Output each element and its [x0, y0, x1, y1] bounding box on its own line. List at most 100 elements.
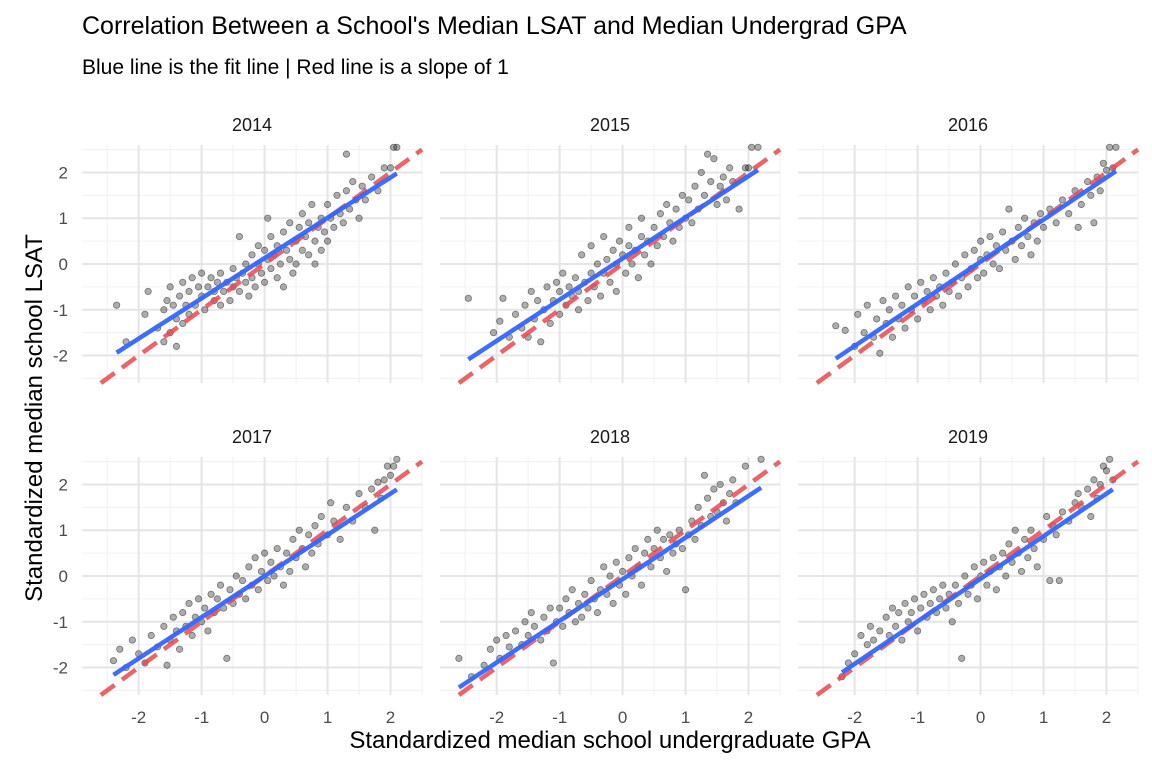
scatter-point	[637, 232, 646, 241]
scatter-point	[634, 274, 642, 282]
scatter-point	[669, 237, 677, 245]
scatter-point	[685, 196, 693, 204]
scatter-point	[1005, 540, 1013, 548]
scatter-point	[188, 274, 196, 282]
scatter-point	[279, 228, 288, 236]
scatter-point	[521, 301, 529, 309]
scatter-point	[841, 326, 849, 334]
scatter-point	[1052, 531, 1060, 539]
scatter-point	[289, 269, 297, 277]
scatter-point	[342, 150, 351, 158]
grid	[82, 145, 423, 383]
scatter-point	[540, 613, 548, 621]
scatter-point	[390, 143, 398, 151]
scatter-point	[194, 283, 203, 291]
scatter-point	[1002, 572, 1010, 580]
scatter-point	[172, 342, 181, 350]
scatter-point	[869, 636, 878, 644]
scatter-point	[578, 613, 586, 621]
y-tick-label: 1	[59, 209, 68, 228]
scatter-point	[333, 191, 341, 199]
grid	[82, 457, 423, 695]
scatter-point	[650, 223, 658, 231]
scatter-point	[920, 590, 928, 598]
scatter-point	[1033, 563, 1041, 571]
scatter-point	[185, 599, 193, 608]
scatter-point	[587, 576, 595, 585]
scatter-point	[961, 251, 969, 259]
scatter-point	[546, 319, 554, 328]
scatter-point	[141, 310, 149, 318]
scatter-point	[493, 636, 501, 644]
scatter-point	[754, 143, 762, 151]
scatter-point	[891, 622, 900, 630]
scatter-point	[863, 641, 871, 649]
scatter-point	[700, 191, 709, 199]
scatter-point	[358, 182, 366, 190]
scatter-point	[719, 173, 727, 181]
scatter-point	[207, 274, 215, 282]
scatter-point	[1024, 232, 1032, 241]
scatter-point	[1011, 526, 1019, 534]
fit-line	[457, 485, 763, 690]
scatter-point	[380, 164, 388, 172]
scatter-point	[549, 659, 557, 667]
scatter-point	[260, 549, 269, 557]
scatter-point	[584, 297, 592, 305]
scatter-point	[254, 242, 262, 250]
scatter-point	[179, 609, 187, 617]
scatter-point	[194, 595, 203, 603]
scatter-point	[703, 494, 712, 502]
scatter-point	[220, 287, 228, 296]
scatter-point	[954, 599, 963, 608]
scatter-point	[305, 251, 313, 259]
scatter-point	[628, 260, 636, 268]
scatter-point	[188, 631, 196, 640]
scatter-point	[216, 269, 225, 277]
x-axis-title: Standardized median school undergraduate…	[349, 727, 870, 754]
scatter-point	[999, 549, 1007, 557]
scatter-point	[257, 567, 266, 576]
scatter-point	[948, 618, 956, 626]
scatter-point	[235, 232, 244, 241]
scatter-point	[1033, 237, 1041, 245]
x-tick-label: 2	[1102, 708, 1111, 727]
scatter-point	[175, 645, 184, 653]
scatter-point	[672, 205, 680, 213]
scatter-point	[914, 315, 922, 323]
scatter-point	[697, 168, 705, 177]
scatter-point	[1058, 508, 1067, 516]
scatter-point	[464, 294, 472, 302]
scatter-point	[726, 490, 734, 498]
points	[455, 455, 765, 681]
scatter-point	[1106, 143, 1114, 151]
scatter-point	[707, 178, 715, 186]
scatter-point	[169, 613, 177, 621]
scatter-point	[1077, 200, 1085, 209]
scatter-point	[691, 182, 699, 190]
scatter-point	[637, 214, 646, 222]
scatter-point	[587, 269, 595, 277]
scatter-point	[292, 260, 300, 268]
scatter-point	[954, 292, 963, 300]
scatter-point	[895, 609, 903, 617]
scatter-point	[961, 572, 969, 580]
scatter-point	[625, 242, 633, 250]
scatter-point	[226, 586, 234, 594]
scatter-point	[876, 349, 884, 357]
scatter-point	[223, 654, 231, 662]
scatter-point	[486, 645, 494, 653]
scatter-point	[936, 595, 944, 603]
facet-panel-2015: 2015	[440, 115, 782, 385]
scatter-point	[581, 590, 589, 598]
y-tick-label: 0	[59, 567, 68, 586]
scatter-point	[339, 219, 347, 227]
scatter-point	[1065, 210, 1073, 218]
scatter-point	[355, 490, 363, 498]
scatter-point	[710, 485, 718, 493]
facet-label: 2014	[232, 115, 272, 135]
scatter-point	[1099, 159, 1107, 167]
scatter-point	[489, 329, 498, 337]
facet-label: 2015	[590, 115, 630, 135]
